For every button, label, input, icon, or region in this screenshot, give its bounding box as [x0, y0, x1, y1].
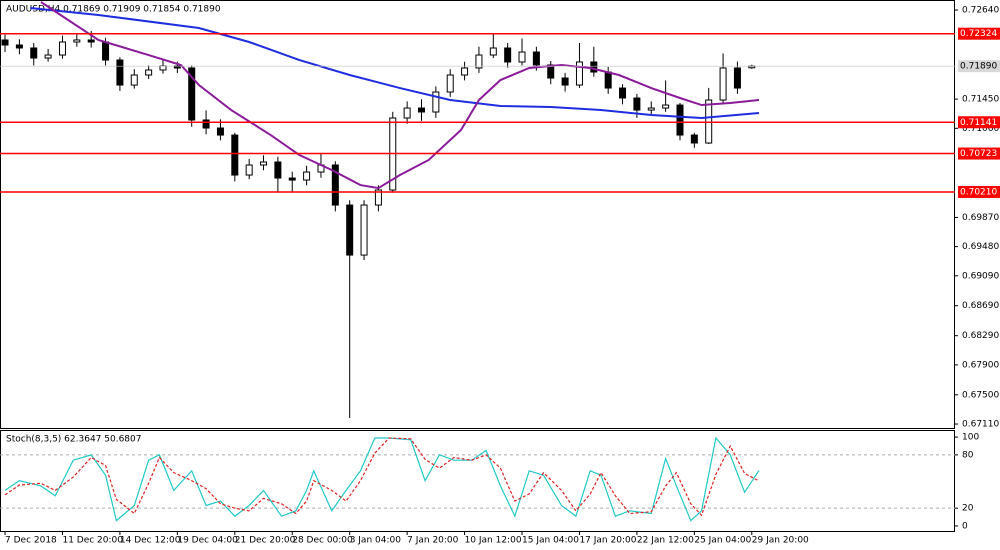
y-tick-label: 0.67900: [962, 360, 999, 370]
candle-body: [662, 104, 670, 109]
x-tick-label: 15 Jan 04:00: [522, 536, 579, 546]
stoch-line: [4, 437, 760, 517]
x-tick-label: 11 Dec 20:00: [62, 536, 123, 546]
candle-body: [260, 161, 268, 166]
y-tick-label: 0.67110: [962, 420, 999, 430]
level-label: 0.70723: [960, 149, 997, 159]
candle-body: [619, 87, 627, 99]
y-tick-label: 0.69870: [962, 213, 999, 223]
candle-body: [518, 51, 526, 63]
x-tick-label: 28 Dec 00:00: [292, 536, 353, 546]
last-price-box: [958, 60, 1000, 73]
candle-body: [58, 41, 66, 56]
candle-body: [489, 47, 497, 56]
candle-body: [561, 77, 569, 86]
level-label-box: [958, 116, 1000, 129]
x-tick-label: 14 Dec 12:00: [120, 536, 181, 546]
candle-body: [590, 61, 598, 73]
candle-body: [647, 107, 655, 111]
y-tick-label: 100: [962, 433, 979, 443]
x-tick-label: 21 Dec 20:00: [235, 536, 296, 546]
candle-body: [202, 119, 210, 129]
candle-body: [676, 104, 684, 136]
level-label: 0.70210: [960, 187, 997, 197]
candle-body: [733, 67, 741, 89]
candle-body: [274, 161, 282, 179]
x-tick-label: 17 Jan 20:00: [579, 536, 636, 546]
candle-body: [44, 54, 52, 59]
candle-body: [719, 67, 727, 101]
y-tick-label: 0.71060: [962, 124, 999, 134]
level-label: 0.71141: [960, 118, 997, 128]
candle-body: [532, 51, 540, 66]
candle-body: [288, 177, 296, 181]
candle-body: [633, 97, 641, 111]
candle-body: [15, 44, 23, 49]
level-label: 0.72324: [960, 29, 997, 39]
candle-body: [87, 39, 95, 43]
candle-body: [145, 69, 153, 76]
candle-body: [690, 134, 698, 144]
x-tick-label: 7 Dec 2018: [5, 536, 57, 546]
x-tick-label: 10 Jan 12:00: [465, 536, 522, 546]
y-tick-label: 0.68690: [962, 301, 999, 311]
y-tick-label: 20: [962, 504, 974, 514]
candle-body: [346, 204, 354, 256]
candle-body: [303, 171, 311, 181]
x-tick-label: 22 Jan 12:00: [637, 536, 694, 546]
candle-body: [188, 67, 196, 121]
y-tick-label: 0: [962, 521, 968, 531]
y-tick-label: 0.72640: [962, 6, 999, 16]
level-label-box: [958, 185, 1000, 198]
stoch-line: [4, 436, 760, 522]
candle-body: [331, 164, 339, 206]
moving-average: [40, 1, 760, 190]
chart-title: AUDUSD,H4 0.71869 0.71909 0.71854 0.7189…: [6, 5, 221, 15]
price-pane: [0, 0, 955, 429]
candle-body: [130, 74, 138, 86]
x-tick-label: 19 Dec 04:00: [177, 536, 238, 546]
candle-body: [159, 65, 167, 71]
y-tick-label: 0.71450: [962, 95, 999, 105]
x-tick-label: 29 Jan 20:00: [752, 536, 809, 546]
candle-body: [73, 39, 81, 43]
y-tick-label: 0.67500: [962, 390, 999, 400]
candle-body: [374, 189, 382, 206]
candle-body: [504, 47, 512, 63]
level-label-box: [958, 147, 1000, 160]
candle-body: [604, 71, 612, 89]
candle-body: [475, 54, 483, 69]
moving-average: [30, 7, 760, 119]
candle-body: [102, 41, 110, 61]
stoch-title: Stoch(8,3,5) 62.3647 50.6807: [6, 435, 141, 445]
candle-body: [116, 59, 124, 86]
y-tick-label: 0.68290: [962, 331, 999, 341]
level-label-box: [958, 27, 1000, 40]
candle-body: [403, 107, 411, 119]
candle-body: [432, 91, 440, 113]
y-tick-label: 0.69480: [962, 242, 999, 252]
last-price-label: 0.71890: [960, 62, 997, 72]
x-tick-label: 7 Jan 20:00: [407, 536, 459, 546]
candle-body: [575, 61, 583, 86]
y-tick-label: 80: [962, 450, 974, 460]
candle-body: [231, 134, 239, 176]
stoch-pane: [0, 430, 955, 532]
candle-body: [30, 47, 38, 59]
candle-body: [216, 127, 224, 136]
candle-body: [417, 107, 425, 113]
candle-body: [446, 74, 454, 93]
y-tick-label: 0.69090: [962, 271, 999, 281]
x-tick-label: 3 Jan 04:00: [350, 536, 402, 546]
candle-body: [245, 164, 253, 176]
candle-body: [1, 39, 9, 46]
x-tick-label: 25 Jan 04:00: [694, 536, 751, 546]
candle-body: [360, 204, 368, 256]
candle-body: [461, 67, 469, 76]
